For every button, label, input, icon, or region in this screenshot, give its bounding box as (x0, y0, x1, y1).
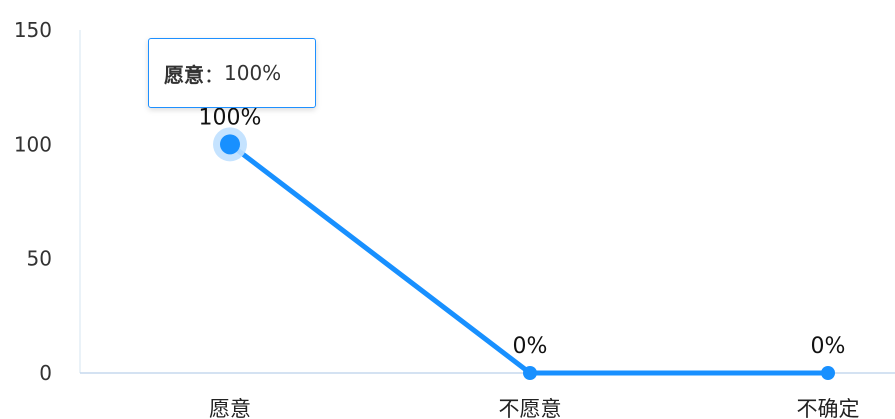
x-tick-label: 不确定 (797, 397, 860, 419)
y-tick-label: 100 (14, 132, 52, 156)
tooltip: 愿意： 100% (148, 38, 316, 108)
data-point (523, 366, 537, 380)
x-tick-label: 愿意 (209, 397, 251, 419)
tooltip-separator: ： (204, 62, 224, 87)
y-tick-label: 50 (27, 247, 52, 271)
y-tick-label: 0 (39, 361, 52, 385)
data-label: 0% (513, 334, 548, 359)
tooltip-category: 愿意 (164, 62, 204, 87)
data-point (821, 366, 835, 380)
data-label: 0% (811, 334, 846, 359)
data-point (220, 134, 240, 155)
tooltip-value: 100% (224, 61, 282, 85)
x-tick-label: 不愿意 (499, 397, 562, 419)
y-tick-label: 150 (14, 18, 52, 42)
data-label: 100% (199, 105, 262, 130)
